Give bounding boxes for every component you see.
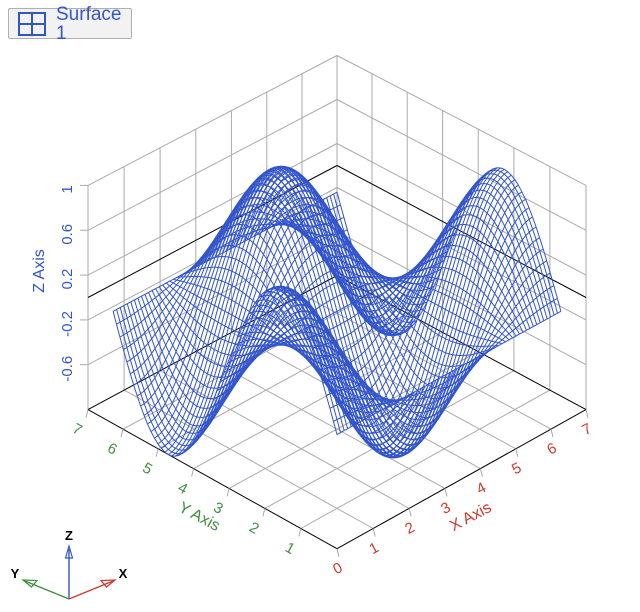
svg-text:4: 4	[175, 479, 190, 498]
svg-text:Z: Z	[65, 528, 73, 543]
svg-text:6: 6	[104, 440, 119, 459]
legend-label: Surface 1	[56, 3, 122, 44]
svg-text:1: 1	[59, 185, 76, 193]
svg-text:5: 5	[509, 459, 524, 478]
svg-text:X Axis: X Axis	[447, 499, 494, 535]
svg-text:-0.6: -0.6	[59, 356, 76, 382]
svg-text:X: X	[119, 566, 128, 581]
svg-text:2: 2	[402, 519, 417, 538]
svg-text:Y: Y	[11, 566, 20, 581]
legend-button-surface1[interactable]: Surface 1	[8, 5, 132, 43]
grid-icon	[18, 11, 46, 36]
svg-text:6: 6	[544, 440, 559, 459]
svg-text:7: 7	[579, 420, 594, 439]
svg-text:-0.2: -0.2	[59, 311, 76, 337]
svg-text:0.6: 0.6	[59, 224, 76, 245]
svg-text:4: 4	[474, 479, 489, 498]
svg-text:1: 1	[366, 539, 381, 558]
svg-text:7: 7	[69, 420, 84, 439]
svg-text:3: 3	[438, 499, 453, 518]
svg-text:Z Axis: Z Axis	[31, 249, 48, 293]
svg-text:2: 2	[246, 519, 261, 538]
svg-text:0.2: 0.2	[59, 269, 76, 290]
z-axis-ticks: 1 0.6 0.2 -0.2 -0.6 Z Axis	[31, 184, 88, 382]
orientation-triad: Z X Y	[11, 528, 128, 600]
surface-mesh	[112, 165, 562, 459]
svg-text:5: 5	[140, 459, 155, 478]
svg-text:1: 1	[282, 539, 297, 558]
svg-text:0: 0	[330, 559, 345, 578]
